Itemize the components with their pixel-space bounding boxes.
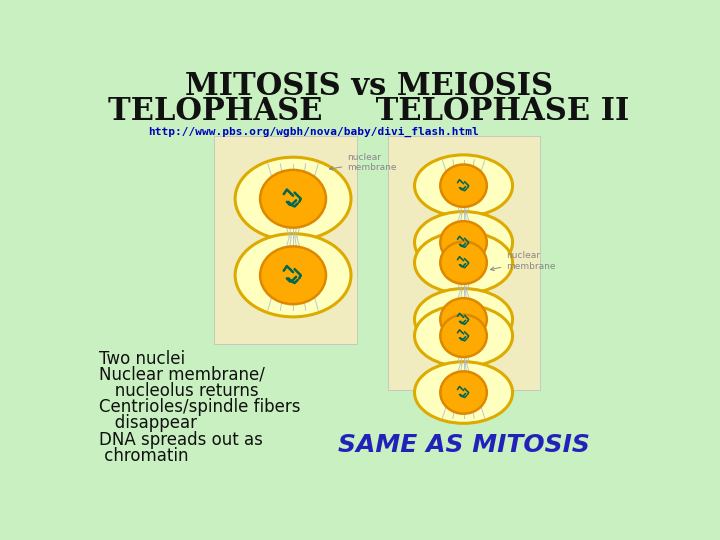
- Ellipse shape: [441, 372, 487, 414]
- Ellipse shape: [415, 305, 513, 367]
- Text: chromatin: chromatin: [99, 447, 189, 465]
- Ellipse shape: [415, 212, 513, 273]
- Text: Centrioles/spindle fibers: Centrioles/spindle fibers: [99, 398, 301, 416]
- Text: http://www.pbs.org/wgbh/nova/baby/divi_flash.html: http://www.pbs.org/wgbh/nova/baby/divi_f…: [148, 126, 479, 137]
- Ellipse shape: [260, 246, 326, 304]
- Text: DNA spreads out as: DNA spreads out as: [99, 430, 264, 449]
- Ellipse shape: [235, 157, 351, 240]
- Ellipse shape: [415, 362, 513, 423]
- Text: nucleolus returns: nucleolus returns: [99, 382, 259, 400]
- Text: Nuclear membrane/: Nuclear membrane/: [99, 366, 265, 384]
- Ellipse shape: [260, 170, 326, 228]
- Ellipse shape: [441, 298, 487, 341]
- Text: SAME AS MITOSIS: SAME AS MITOSIS: [338, 433, 590, 457]
- Text: TELOPHASE     TELOPHASE II: TELOPHASE TELOPHASE II: [109, 96, 629, 126]
- Ellipse shape: [415, 232, 513, 294]
- Ellipse shape: [441, 221, 487, 264]
- Ellipse shape: [441, 315, 487, 357]
- FancyBboxPatch shape: [214, 136, 357, 343]
- FancyBboxPatch shape: [388, 136, 539, 390]
- Text: nuclear
membrane: nuclear membrane: [330, 153, 397, 172]
- Ellipse shape: [415, 288, 513, 350]
- Ellipse shape: [235, 234, 351, 317]
- Text: MITOSIS vs MEIOSIS: MITOSIS vs MEIOSIS: [185, 71, 553, 102]
- Ellipse shape: [441, 241, 487, 284]
- Text: nuclear
membrane: nuclear membrane: [490, 251, 556, 271]
- Text: Two nuclei: Two nuclei: [99, 350, 186, 368]
- Text: disappear: disappear: [99, 414, 197, 433]
- Ellipse shape: [415, 155, 513, 217]
- Ellipse shape: [441, 165, 487, 207]
